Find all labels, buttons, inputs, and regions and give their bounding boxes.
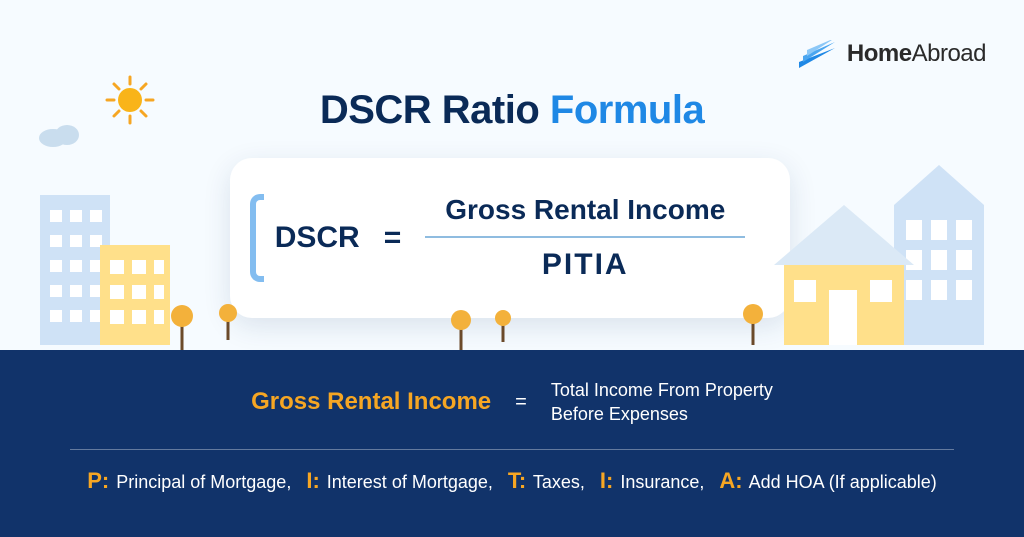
equals-sign: = bbox=[384, 221, 402, 255]
pitia-breakdown: P: Principal of Mortgage, I: Interest of… bbox=[70, 468, 954, 494]
buildings-left-icon bbox=[40, 165, 170, 350]
formula-card: DSCR = Gross Rental Income PITIA bbox=[230, 158, 790, 318]
bracket-icon bbox=[250, 194, 264, 282]
tree-right-icon bbox=[742, 301, 764, 350]
trees-left-icon bbox=[170, 302, 238, 350]
gri-text: Total Income From PropertyBefore Expense… bbox=[551, 378, 773, 427]
logo-mark-icon bbox=[799, 40, 839, 68]
buildings-right-icon bbox=[774, 165, 994, 350]
gri-equals: = bbox=[515, 391, 527, 414]
divider bbox=[70, 449, 954, 450]
brand-logo: HomeAbroad bbox=[799, 40, 986, 68]
formula-fraction: Gross Rental Income PITIA bbox=[425, 194, 745, 282]
definitions-panel: Gross Rental Income = Total Income From … bbox=[0, 350, 1024, 537]
gri-definition: Gross Rental Income = Total Income From … bbox=[70, 378, 954, 427]
formula-numerator: Gross Rental Income bbox=[445, 194, 725, 236]
formula-denominator: PITIA bbox=[542, 238, 629, 282]
formula-lhs: DSCR bbox=[275, 221, 360, 255]
gri-label: Gross Rental Income bbox=[251, 388, 491, 416]
page-title: DSCR Ratio Formula bbox=[0, 88, 1024, 133]
trees-mid-icon bbox=[450, 308, 512, 350]
formula-equation: DSCR = Gross Rental Income PITIA bbox=[275, 194, 746, 282]
brand-name: HomeAbroad bbox=[847, 40, 986, 68]
